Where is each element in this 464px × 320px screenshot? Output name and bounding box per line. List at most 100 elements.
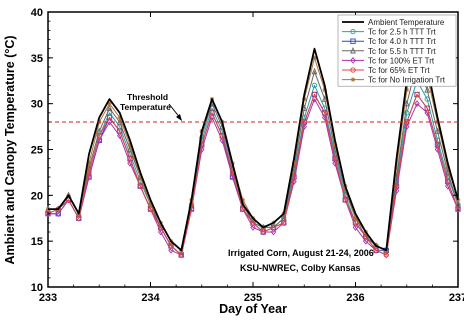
x-tick-label: 237 (449, 292, 464, 304)
data-point (445, 178, 451, 185)
x-axis-title: Day of Year (219, 302, 287, 316)
data-point (394, 165, 399, 171)
threshold-arrowhead (176, 114, 182, 121)
data-point (117, 115, 122, 120)
data-point (107, 101, 112, 106)
data-point (178, 252, 184, 258)
axes-layer: 233 234 235 236 237 10 15 20 25 30 35 40 (31, 7, 464, 304)
x-tick-label: 233 (39, 292, 57, 304)
data-point (352, 224, 359, 231)
legend-label: Tc for 65% ET Trt (368, 66, 430, 75)
legend-entry: Tc for 2.5 h TTT Trt (342, 28, 437, 37)
series-line (47, 94, 459, 256)
data-point (270, 224, 277, 231)
data-point (342, 196, 349, 204)
data-point (137, 182, 144, 190)
x-tick-label: 236 (346, 292, 364, 304)
legend-entry: Tc for 4.0 h TTT Trt (342, 37, 437, 46)
legend-label: Tc for 4.0 h TTT Trt (368, 37, 437, 46)
data-point (353, 216, 358, 221)
data-point (311, 82, 318, 88)
data-point (332, 156, 338, 162)
x-tick-label: 234 (141, 292, 160, 304)
data-point (373, 247, 379, 253)
data-point (239, 205, 246, 213)
data-point (280, 219, 287, 227)
annotation-line-1: Irrigated Corn, August 21-24, 2006 (228, 248, 374, 258)
data-point (76, 215, 82, 221)
data-point (393, 187, 400, 195)
y-tick-label: 15 (31, 236, 43, 248)
data-point (445, 165, 450, 171)
data-point (350, 77, 356, 82)
data-point (138, 174, 143, 180)
legend-label: Ambient Temperature (368, 18, 445, 27)
data-point (311, 91, 318, 98)
data-point (455, 205, 461, 213)
data-point (86, 161, 92, 166)
legend-label: Tc for No Irrigation Trt (368, 76, 446, 85)
data-point (373, 246, 379, 254)
data-point (117, 128, 123, 134)
data-point (209, 110, 215, 116)
data-point (270, 228, 277, 236)
legend-label: Tc for 2.5 h TTT Trt (368, 28, 437, 37)
data-point (198, 146, 205, 153)
legend-entry: Tc for No Irrigation Trt (342, 76, 446, 85)
legend-label: Tc for 100% ET Trt (368, 56, 435, 65)
annotations: Irrigated Corn, August 21-24, 2006 KSU-N… (228, 248, 374, 273)
data-point (311, 67, 318, 75)
data-point (281, 220, 287, 226)
data-point (106, 118, 113, 126)
data-point (350, 28, 356, 35)
data-point (363, 233, 369, 240)
data-point (219, 133, 225, 139)
data-point (137, 183, 143, 189)
data-point (127, 156, 133, 162)
data-point (321, 95, 328, 102)
data-point (350, 38, 356, 44)
y-axis-title: Ambient and Canopy Temperature (°C) (3, 35, 17, 264)
data-point (332, 142, 338, 148)
data-point (424, 105, 430, 111)
series-layer (45, 29, 461, 259)
data-point (291, 178, 297, 185)
data-point (147, 205, 154, 213)
data-point (240, 197, 245, 203)
data-point (350, 56, 356, 64)
y-tick-label: 30 (31, 99, 43, 111)
x-tick-label: 235 (244, 292, 262, 304)
data-point (55, 210, 62, 218)
data-point (301, 123, 308, 130)
threshold-layer: Threshold Temperature (48, 92, 458, 123)
data-point (342, 197, 348, 203)
data-point (403, 99, 410, 107)
data-point (332, 159, 338, 167)
data-point (250, 224, 256, 231)
data-point (291, 174, 297, 180)
legend-label: Tc for 5.5 h TTT Trt (368, 47, 437, 56)
data-point (106, 114, 113, 121)
data-point (168, 246, 174, 254)
y-tick-label: 40 (31, 7, 43, 19)
data-point (435, 119, 440, 125)
legend-entry: Tc for 100% ET Trt (342, 56, 435, 65)
y-tick-label: 25 (31, 145, 43, 157)
data-point (106, 104, 113, 111)
series-line (48, 29, 459, 252)
data-point (352, 220, 359, 226)
data-point (434, 127, 441, 134)
data-point (434, 142, 441, 148)
y-tick-label: 20 (31, 190, 43, 202)
data-point (250, 220, 256, 226)
data-point (127, 142, 133, 148)
data-point (148, 202, 153, 207)
data-point (424, 86, 431, 93)
data-point (404, 110, 410, 116)
data-point (75, 214, 82, 222)
data-point (414, 91, 420, 98)
threshold-label-line1: Threshold (127, 92, 168, 102)
data-point (455, 197, 461, 203)
